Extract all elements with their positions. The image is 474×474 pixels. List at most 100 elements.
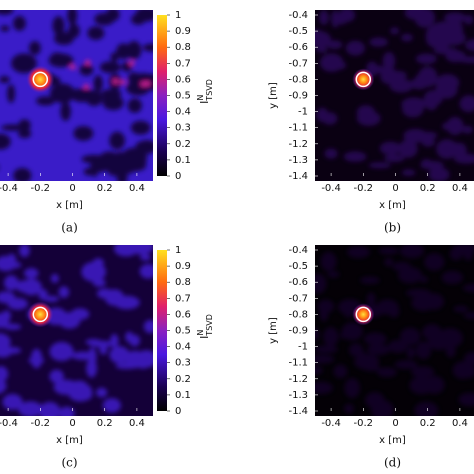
colorbar-tick-label: 0.3 bbox=[175, 358, 191, 369]
colorbar-tick-label: 0.5 bbox=[175, 326, 191, 337]
heatmap-blob bbox=[7, 84, 16, 104]
heatmap-blob bbox=[18, 119, 31, 132]
heatmap-blob bbox=[88, 340, 114, 348]
heatmap-blob bbox=[322, 112, 338, 125]
colorbar-label-sub: TSVD bbox=[205, 79, 214, 102]
heatmap-blob bbox=[128, 245, 153, 255]
colorbar-tick-label: 0.8 bbox=[175, 277, 191, 288]
heatmap-blob bbox=[399, 245, 424, 259]
y-tick-label: -1.3 bbox=[288, 390, 308, 401]
colorbar-label-sub: TSVD bbox=[205, 314, 214, 337]
heatmap-blob bbox=[462, 283, 474, 293]
target-marker bbox=[355, 71, 372, 88]
heatmap-blob bbox=[411, 294, 436, 312]
heatmap-blob bbox=[127, 98, 142, 113]
heatmap-blob bbox=[414, 401, 439, 416]
heatmap-blob bbox=[400, 327, 421, 346]
heatmap-blob bbox=[0, 378, 7, 394]
x-tick-label: -0.2 bbox=[354, 183, 374, 194]
heatmap-blob bbox=[54, 60, 63, 67]
heatmap-blob bbox=[3, 275, 19, 291]
heatmap-blob bbox=[58, 406, 75, 416]
heatmap-blob bbox=[60, 101, 71, 121]
heatmap-blob bbox=[370, 65, 386, 74]
heatmap-blob bbox=[13, 167, 32, 181]
heatmap-blob bbox=[366, 292, 376, 306]
heatmap-blob bbox=[0, 133, 11, 150]
x-axis-label: x [m] bbox=[56, 200, 83, 211]
heatmap-blob bbox=[323, 327, 339, 347]
heatmap-blob bbox=[39, 401, 61, 416]
heatmap bbox=[0, 245, 153, 416]
heatmap-blob bbox=[0, 333, 11, 351]
x-tick-label: 0 bbox=[392, 418, 398, 429]
heatmap-blob bbox=[402, 100, 424, 118]
heatmap-blob bbox=[0, 10, 14, 15]
heatmap-blob bbox=[18, 401, 43, 416]
panel-label: (b) bbox=[384, 221, 401, 235]
heatmap-blob bbox=[52, 16, 65, 36]
hotspot bbox=[352, 303, 375, 326]
heatmap-blob bbox=[315, 354, 335, 364]
colorbar-label-base: I bbox=[198, 336, 211, 339]
heatmap bbox=[315, 10, 474, 181]
heatmap bbox=[0, 10, 153, 181]
heatmap-blob bbox=[419, 276, 428, 283]
heatmap-blob bbox=[110, 52, 119, 62]
colorbar-label-base: I bbox=[198, 101, 211, 104]
heatmap-blob bbox=[384, 154, 405, 163]
y-tick-label: -1.2 bbox=[288, 139, 308, 150]
heatmap-blob bbox=[398, 139, 418, 158]
hotspot bbox=[27, 301, 54, 328]
heatmap-blob bbox=[20, 278, 42, 296]
x-tick-label: -0.4 bbox=[0, 183, 18, 194]
y-tick-label: -0.5 bbox=[288, 261, 308, 272]
heatmap-blob bbox=[401, 33, 413, 42]
heatmap-blob bbox=[36, 96, 56, 106]
heatmap-blob bbox=[128, 60, 135, 66]
heatmap-blob bbox=[403, 128, 428, 143]
panel-label: (a) bbox=[61, 221, 78, 235]
heatmap-blob bbox=[415, 53, 437, 65]
heatmap-blob bbox=[388, 339, 408, 353]
heatmap-blob bbox=[28, 41, 41, 56]
heatmap-blob bbox=[79, 64, 94, 76]
heatmap-blob bbox=[319, 53, 344, 72]
heatmap-blob bbox=[423, 375, 445, 394]
heatmap-texture bbox=[315, 10, 474, 181]
heatmap-blob bbox=[112, 78, 119, 84]
y-tick-label: -1 bbox=[298, 342, 308, 353]
y-tick-label: -0.5 bbox=[288, 26, 308, 37]
heatmap-blob bbox=[343, 151, 367, 162]
heatmap-blob bbox=[119, 79, 126, 85]
x-tick-label: 0.4 bbox=[452, 418, 468, 429]
colorbar-label: INTSVD bbox=[196, 314, 214, 339]
heatmap-blob bbox=[95, 387, 108, 398]
heatmap-blob bbox=[50, 273, 59, 283]
heatmap-blob bbox=[83, 167, 96, 176]
y-tick-label: -0.7 bbox=[288, 293, 308, 304]
heatmap-blob bbox=[448, 142, 461, 157]
x-tick-label: 0.4 bbox=[129, 183, 145, 194]
heatmap-blob bbox=[87, 26, 105, 41]
y-tick-label: -0.9 bbox=[288, 91, 308, 102]
heatmap-blob bbox=[368, 162, 391, 169]
heatmap-blob bbox=[465, 39, 474, 52]
heatmap-blob bbox=[52, 347, 62, 358]
heatmap-texture bbox=[0, 10, 153, 181]
y-tick-label: -1.4 bbox=[288, 406, 308, 417]
heatmap-blob bbox=[130, 120, 151, 135]
colorbar-tick-label: 0 bbox=[175, 171, 181, 182]
heatmap-blob bbox=[101, 89, 122, 99]
heatmap-blob bbox=[378, 247, 399, 255]
heatmap-blob bbox=[463, 245, 474, 261]
colorbar bbox=[157, 250, 167, 411]
heatmap-blob bbox=[127, 72, 141, 84]
colorbar-label: INTSVD bbox=[196, 79, 214, 104]
heatmap-blob bbox=[331, 13, 349, 25]
x-tick-label: -0.2 bbox=[31, 183, 51, 194]
heatmap-blob bbox=[67, 10, 78, 26]
heatmap-blob bbox=[369, 37, 388, 47]
y-tick-label: -0.4 bbox=[288, 10, 308, 21]
